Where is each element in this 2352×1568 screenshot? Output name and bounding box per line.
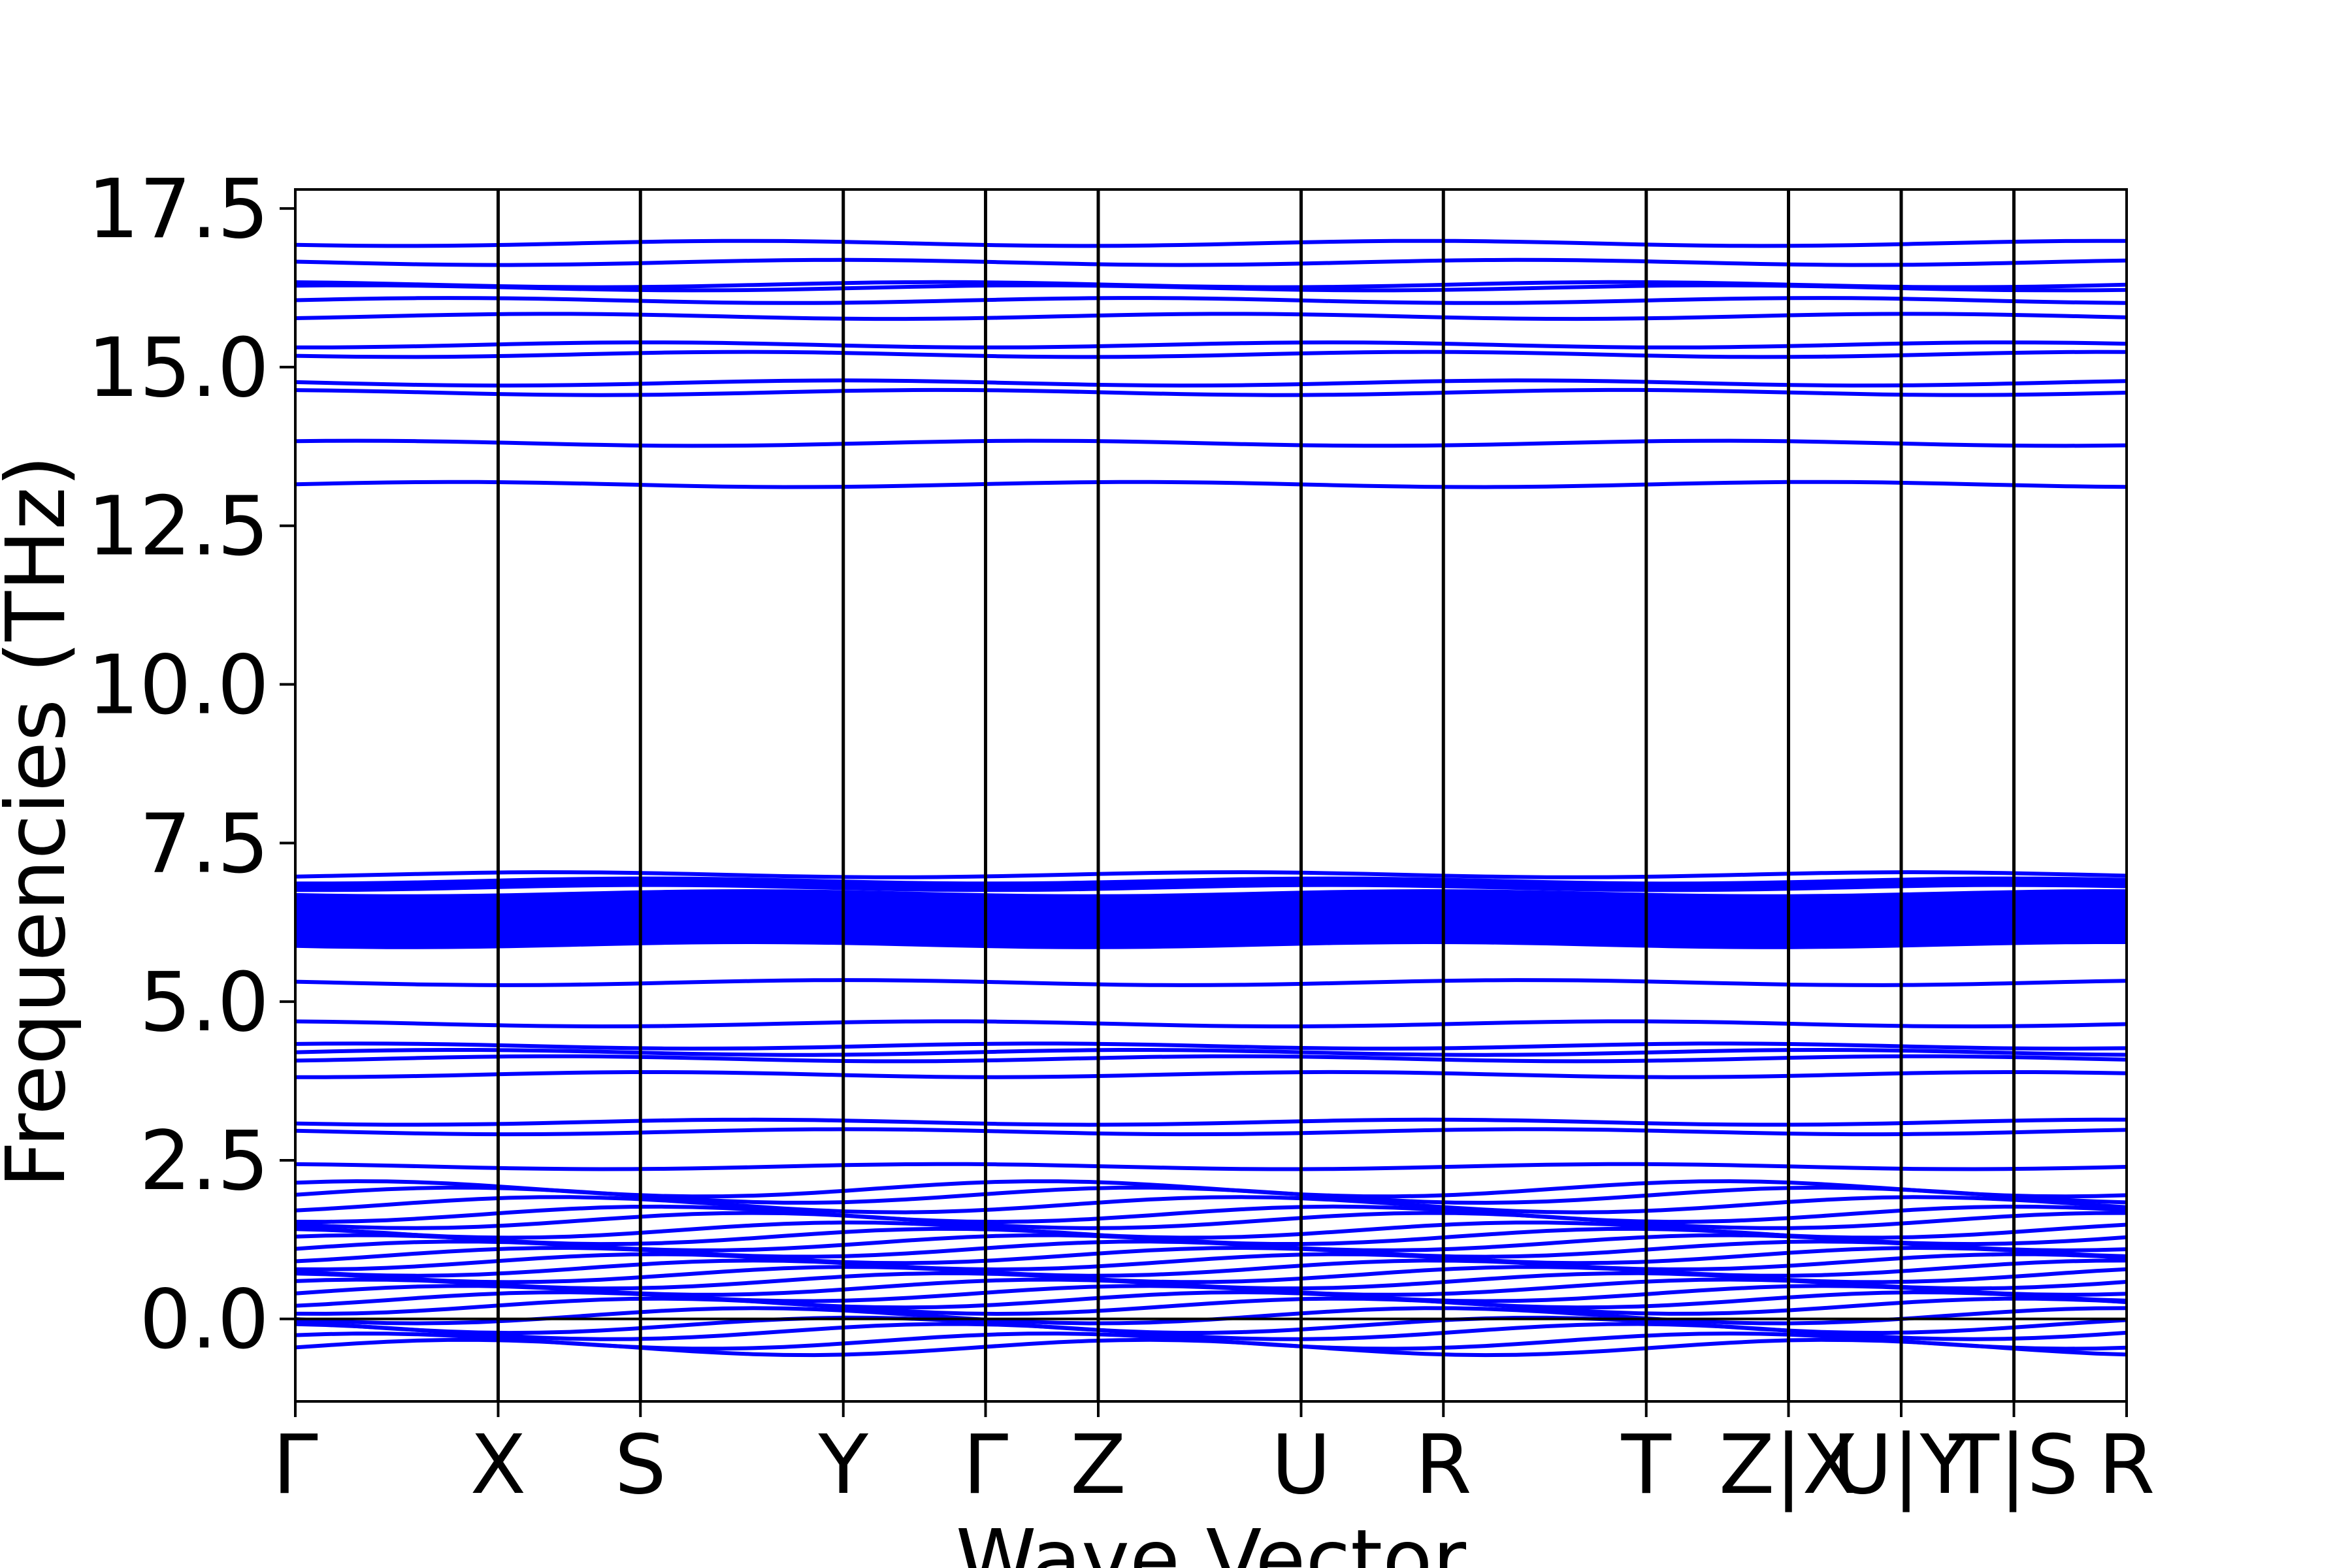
band-line bbox=[295, 1296, 2127, 1316]
band-line bbox=[295, 889, 2127, 905]
band-line bbox=[295, 1195, 2127, 1215]
band-line bbox=[295, 1117, 2127, 1127]
band-line bbox=[295, 1019, 2127, 1029]
x-tick-label: R bbox=[1415, 1418, 1472, 1512]
y-tick-label: 0.0 bbox=[139, 1273, 269, 1367]
band-line bbox=[295, 1315, 2127, 1335]
band-line bbox=[295, 1252, 2127, 1272]
x-tick-label: S bbox=[615, 1418, 666, 1512]
x-tick-label: Γ bbox=[272, 1418, 318, 1512]
band-line bbox=[295, 1047, 2127, 1057]
band-line bbox=[295, 921, 2127, 937]
band-line bbox=[295, 238, 2127, 248]
x-tick-label: U bbox=[1271, 1418, 1331, 1512]
band-line bbox=[295, 312, 2127, 321]
band-line bbox=[295, 296, 2127, 305]
y-tick-label: 15.0 bbox=[88, 321, 269, 416]
band-line bbox=[295, 1211, 2127, 1230]
y-tick-label: 17.5 bbox=[88, 162, 269, 257]
band-line bbox=[295, 1204, 2127, 1224]
band-line bbox=[295, 1220, 2127, 1240]
band-line bbox=[295, 280, 2127, 289]
y-tick-label: 7.5 bbox=[139, 796, 269, 891]
x-tick-label: U|Y bbox=[1833, 1418, 1970, 1512]
band-line bbox=[295, 1331, 2127, 1351]
band-line bbox=[295, 933, 2127, 949]
x-tick-label: Z bbox=[1070, 1418, 1126, 1512]
x-tick-label: T bbox=[1621, 1418, 1672, 1512]
band-line bbox=[295, 1258, 2127, 1278]
y-axis-ticks: 0.0 2.5 5.0 7.5 10.0 12.5 15.0 17.5 bbox=[88, 162, 295, 1367]
band-lines bbox=[295, 238, 2127, 1358]
y-tick-label: 2.5 bbox=[139, 1114, 269, 1209]
band-line bbox=[295, 1070, 2127, 1079]
band-line bbox=[295, 1054, 2127, 1064]
x-tick-label: X bbox=[470, 1418, 527, 1512]
x-tick-label: R bbox=[2099, 1418, 2155, 1512]
band-line bbox=[295, 876, 2127, 892]
y-tick-label: 10.0 bbox=[88, 638, 269, 733]
band-line bbox=[295, 895, 2127, 911]
band-line bbox=[295, 870, 2127, 879]
band-line bbox=[295, 1265, 2127, 1284]
band-line bbox=[295, 480, 2127, 489]
x-tick-label: T|S bbox=[1949, 1418, 2079, 1512]
band-line bbox=[295, 387, 2127, 397]
x-tick-label: Z|X bbox=[1719, 1418, 1858, 1512]
x-tick-label: Γ bbox=[963, 1418, 1009, 1512]
band-line bbox=[295, 1179, 2127, 1199]
x-tick-label: Y bbox=[818, 1418, 869, 1512]
band-line bbox=[295, 927, 2127, 943]
band-line bbox=[295, 350, 2127, 359]
band-line bbox=[295, 978, 2127, 987]
y-tick-label: 12.5 bbox=[88, 480, 269, 574]
band-line bbox=[295, 1162, 2127, 1171]
band-line bbox=[295, 438, 2127, 448]
band-line bbox=[295, 340, 2127, 350]
x-axis-label: Wave Vector bbox=[956, 1512, 1467, 1568]
band-line bbox=[295, 257, 2127, 267]
band-line bbox=[295, 1041, 2127, 1051]
high-symmetry-lines bbox=[496, 189, 2016, 1401]
x-axis-ticks: Γ X S Y Γ Z U R T Z|XU|YT|S R bbox=[272, 1401, 2155, 1512]
band-line bbox=[295, 378, 2127, 388]
y-axis-label: Frequencies (THz) bbox=[0, 455, 84, 1188]
y-tick-label: 5.0 bbox=[139, 955, 269, 1050]
band-line bbox=[295, 1127, 2127, 1137]
plot-frame bbox=[294, 188, 2128, 1403]
